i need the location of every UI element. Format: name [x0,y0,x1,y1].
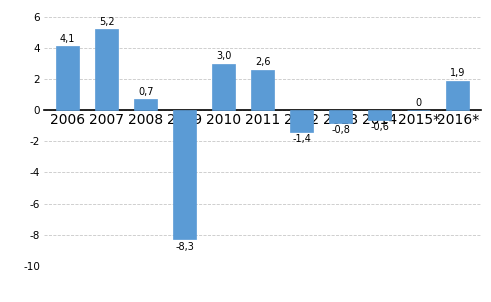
Text: -1,4: -1,4 [292,134,311,144]
Text: 4,1: 4,1 [60,34,75,44]
Text: 0: 0 [416,98,422,108]
Bar [212,63,235,110]
Bar [134,99,157,110]
Text: -0,8: -0,8 [331,125,350,135]
Bar [95,29,118,110]
Bar [368,110,391,120]
Bar [251,70,274,110]
Text: 3,0: 3,0 [216,51,231,61]
Text: -0,6: -0,6 [370,122,389,132]
Text: 1,9: 1,9 [450,68,465,78]
Text: 0,7: 0,7 [138,87,153,97]
Bar [173,110,196,239]
Bar [56,47,80,110]
Bar [329,110,353,123]
Bar [290,110,313,132]
Bar [446,81,469,110]
Text: 2,6: 2,6 [255,57,271,67]
Text: -8,3: -8,3 [175,242,194,252]
Text: 5,2: 5,2 [99,17,114,27]
